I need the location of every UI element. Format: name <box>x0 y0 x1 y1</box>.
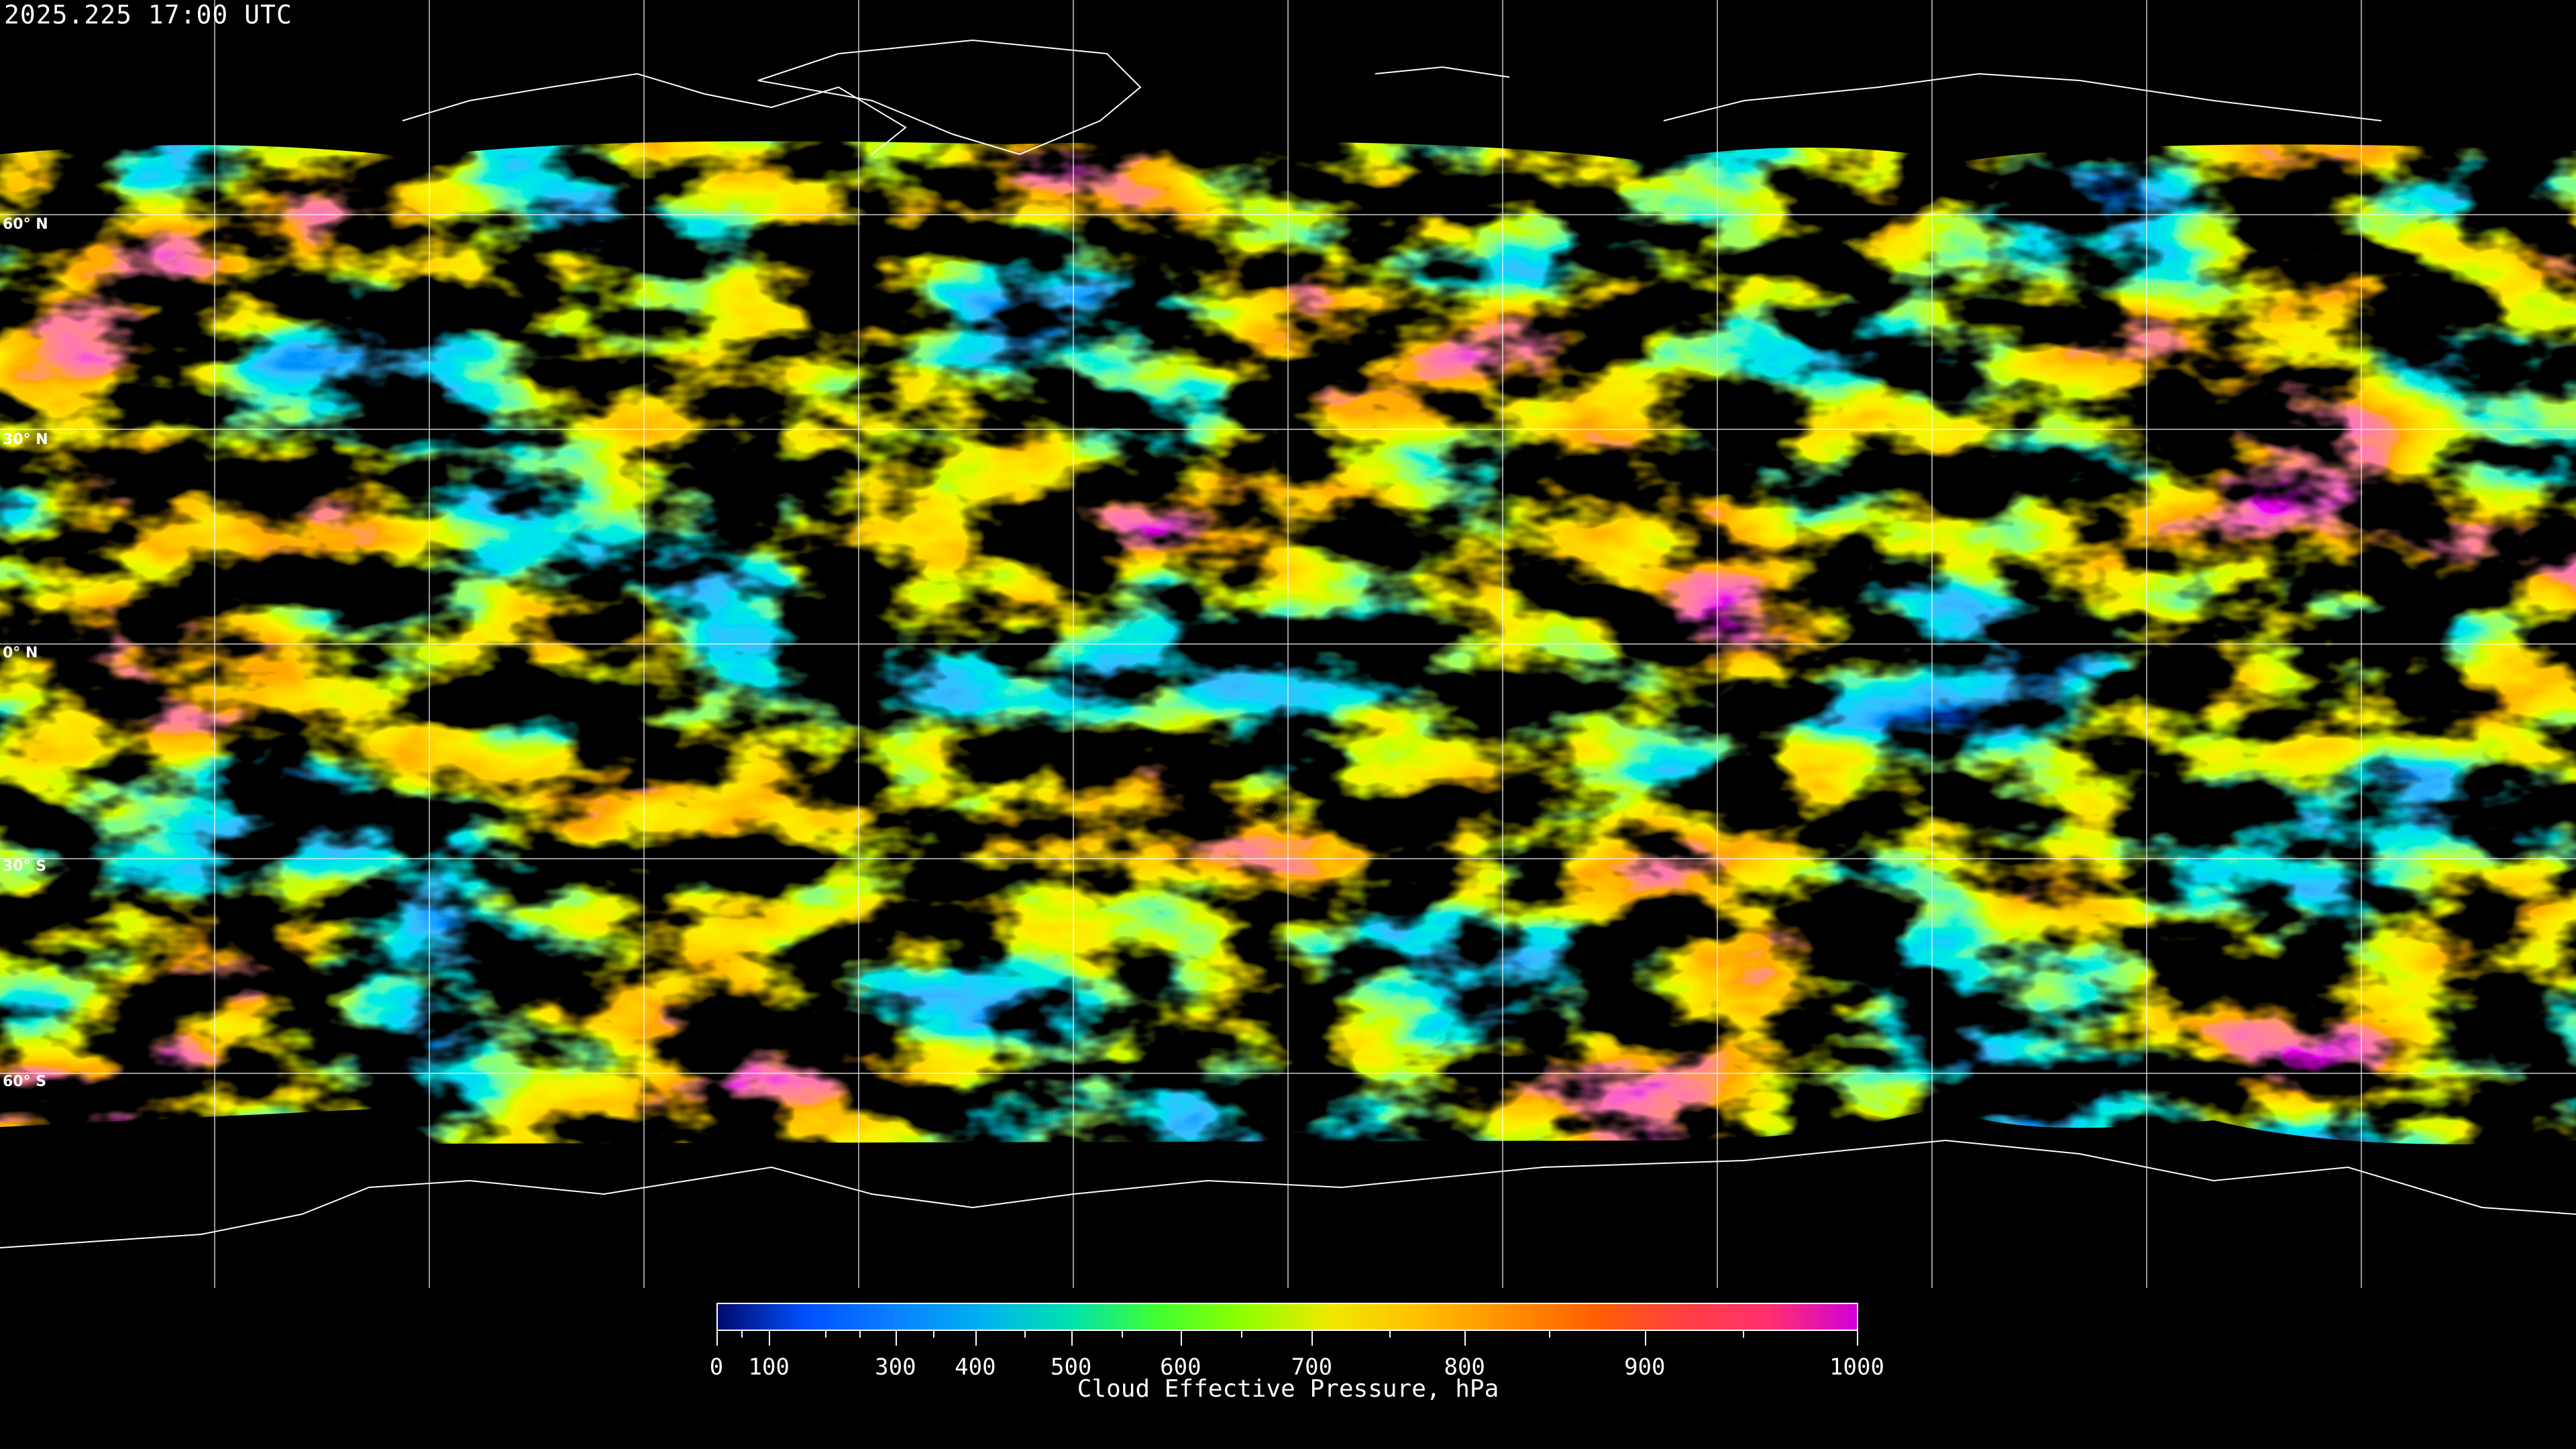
colorbar-minor-tick <box>1241 1331 1242 1338</box>
timestamp: 2025.225 17:00 UTC <box>4 0 292 30</box>
colorbar-tick-label: 500 <box>1050 1354 1092 1381</box>
coastlines <box>0 39 2576 1248</box>
cloud-pressure-map <box>0 0 2576 1288</box>
colorbar-major-tick <box>1644 1331 1646 1346</box>
colorbar-tick-label: 0 <box>709 1354 724 1381</box>
colorbar-minor-tick <box>1121 1331 1123 1338</box>
colorbar-tick-label: 700 <box>1291 1354 1333 1381</box>
lat-label-0n: 0° N <box>3 645 38 661</box>
lat-label-60s: 60° S <box>3 1073 47 1090</box>
colorbar-major-tick <box>975 1331 977 1346</box>
colorbar-major-tick <box>1180 1331 1182 1346</box>
colorbar-tick-label: 600 <box>1160 1354 1201 1381</box>
colorbar-minor-tick <box>741 1331 743 1338</box>
colorbar-tick-label: 300 <box>875 1354 916 1381</box>
colorbar-minor-tick <box>859 1331 861 1338</box>
lat-label-30n: 30° N <box>3 431 48 448</box>
colorbar-major-tick <box>1071 1331 1073 1346</box>
colorbar-major-tick <box>1857 1331 1858 1346</box>
colorbar-ticks <box>716 1331 1858 1358</box>
colorbar-tick-label: 900 <box>1624 1354 1666 1381</box>
colorbar-minor-tick <box>933 1331 934 1338</box>
colorbar-minor-tick <box>824 1331 826 1338</box>
colorbar-major-tick <box>1464 1331 1466 1346</box>
colorbar-tick-label: 1000 <box>1829 1354 1884 1381</box>
colorbar-major-tick <box>769 1331 771 1346</box>
colorbar-major-tick <box>1311 1331 1313 1346</box>
colorbar-minor-tick <box>1024 1331 1026 1338</box>
colorbar-minor-tick <box>1389 1331 1391 1338</box>
colorbar-tick-label: 800 <box>1444 1354 1485 1381</box>
lat-label-60n: 60° N <box>3 216 48 233</box>
graticule <box>0 0 2576 1288</box>
colorbar-minor-tick <box>1549 1331 1550 1338</box>
colorbar-title: Cloud Effective Pressure, hPa <box>1077 1375 1499 1403</box>
colorbar <box>716 1303 1858 1331</box>
lat-label-30s: 30° S <box>3 858 47 875</box>
colorbar-major-tick <box>895 1331 897 1346</box>
colorbar-tick-label: 100 <box>748 1354 790 1381</box>
colorbar-tick-label: 400 <box>955 1354 996 1381</box>
colorbar-major-tick <box>716 1331 718 1346</box>
colorbar-minor-tick <box>1743 1331 1744 1338</box>
